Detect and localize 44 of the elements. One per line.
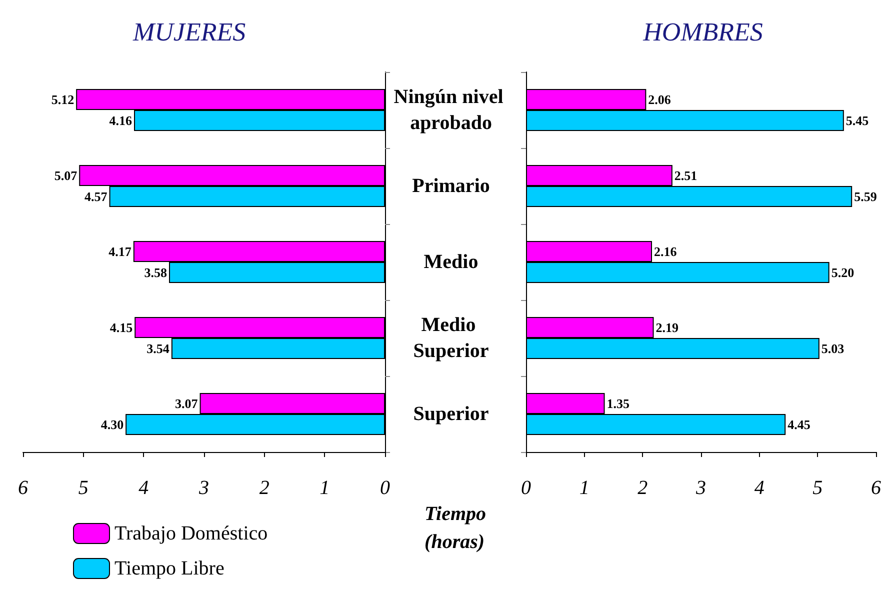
- data-label: 5.03: [821, 341, 845, 356]
- data-label: 5.59: [854, 189, 878, 204]
- data-label: 4.30: [100, 417, 124, 432]
- y-tick-label: Superior: [413, 403, 489, 425]
- x-tick-label: 2: [638, 477, 648, 499]
- data-label: 1.35: [606, 396, 630, 411]
- data-label: 2.51: [674, 168, 698, 183]
- data-label: 5.07: [54, 168, 78, 183]
- x-tick-label: 6: [871, 477, 881, 499]
- y-tick-label: Primario: [412, 175, 490, 197]
- data-label: 5.20: [831, 265, 854, 280]
- data-label: 4.16: [109, 113, 133, 128]
- x-tick-label: 2: [259, 477, 270, 499]
- data-label: 5.45: [846, 113, 870, 128]
- x-tick-label: 4: [754, 477, 764, 499]
- data-label: 4.57: [84, 189, 108, 204]
- x-tick-label: 3: [198, 477, 209, 499]
- x-tick-label: 1: [320, 477, 330, 499]
- legend-label: Trabajo Doméstico: [114, 522, 268, 544]
- chart-title: HOMBRES: [642, 18, 763, 46]
- legend-label: Tiempo Libre: [114, 558, 224, 580]
- y-tick-label: Ningún nivel aprobado: [394, 86, 508, 134]
- chart-title: MUJERES: [132, 18, 246, 46]
- data-label: 2.16: [654, 244, 678, 259]
- data-label: 3.54: [146, 341, 170, 356]
- data-label: 3.07: [175, 396, 198, 411]
- x-tick-label: 6: [18, 477, 28, 499]
- x-axis-title: Tiempo (horas): [424, 503, 486, 553]
- x-tick-label: 5: [78, 477, 88, 499]
- y-tick-label: Medio Superior: [413, 314, 489, 362]
- x-tick-label: 3: [695, 477, 706, 499]
- x-tick-label: 4: [138, 477, 149, 499]
- y-tick-label: Medio: [424, 251, 478, 273]
- data-label: 2.06: [648, 92, 672, 107]
- data-label: 4.45: [788, 417, 811, 432]
- data-label: 5.12: [51, 92, 74, 107]
- data-label: 3.58: [144, 265, 168, 280]
- x-tick-label: 5: [812, 477, 823, 499]
- data-label: 4.15: [110, 320, 134, 335]
- x-tick-label: 0: [521, 477, 531, 499]
- data-label: 4.17: [108, 244, 132, 259]
- x-tick-label: 0: [380, 477, 390, 499]
- data-label: 2.19: [656, 320, 679, 335]
- x-tick-label: 1: [579, 477, 590, 499]
